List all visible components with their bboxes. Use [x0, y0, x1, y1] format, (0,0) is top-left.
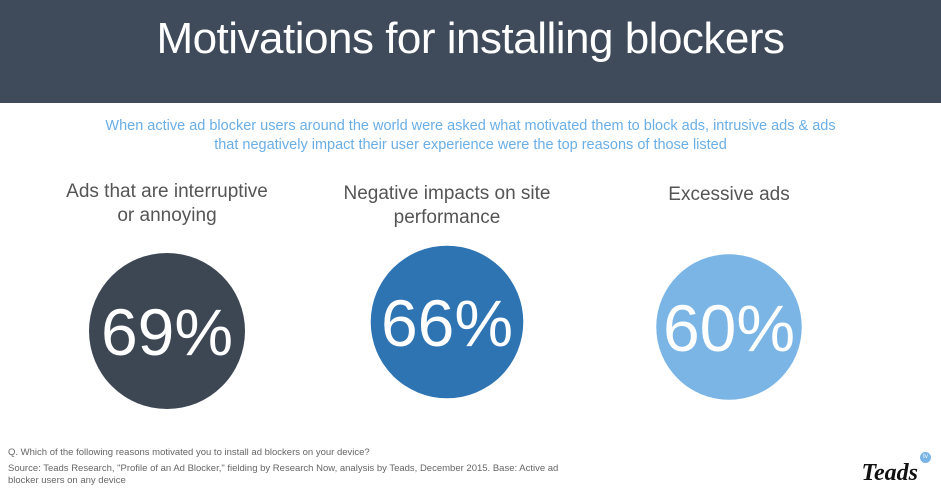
category-label: Negative impacts on site performance: [317, 182, 577, 230]
survey-question: Q. Which of the following reasons motiva…: [8, 447, 370, 458]
percentage-label: 60%: [663, 291, 795, 365]
teads-logo: Teads: [861, 460, 918, 486]
subtitle: When active ad blocker users around the …: [60, 117, 881, 155]
tv-badge: tv: [920, 452, 931, 463]
subtitle-line-1: When active ad blocker users around the …: [105, 118, 836, 134]
category-label-line: Excessive ads: [668, 184, 790, 205]
category-label-line: performance: [393, 207, 501, 228]
category-label-line: Negative impacts on site: [343, 183, 551, 204]
category-label-line: Ads that are interruptive: [66, 181, 268, 202]
percentage-circle: [656, 254, 802, 400]
percentage-circle: [370, 245, 524, 399]
subtitle-line-2: that negatively impact their user experi…: [214, 137, 727, 153]
percentage-label: 69%: [101, 295, 233, 369]
percentage-circle: [89, 253, 245, 409]
percentage-label: 66%: [381, 286, 513, 360]
header-banner: Motivations for installing blockers: [0, 0, 941, 103]
source-note: Source: Teads Research, "Profile of an A…: [8, 463, 559, 486]
category-label: Ads that are interruptive or annoying: [37, 180, 297, 228]
teads-logo-group: Teads tv: [862, 452, 931, 488]
category-label: Excessive ads: [599, 183, 859, 207]
page-title: Motivations for installing blockers: [156, 14, 785, 63]
category-label-line: or annoying: [117, 205, 217, 226]
